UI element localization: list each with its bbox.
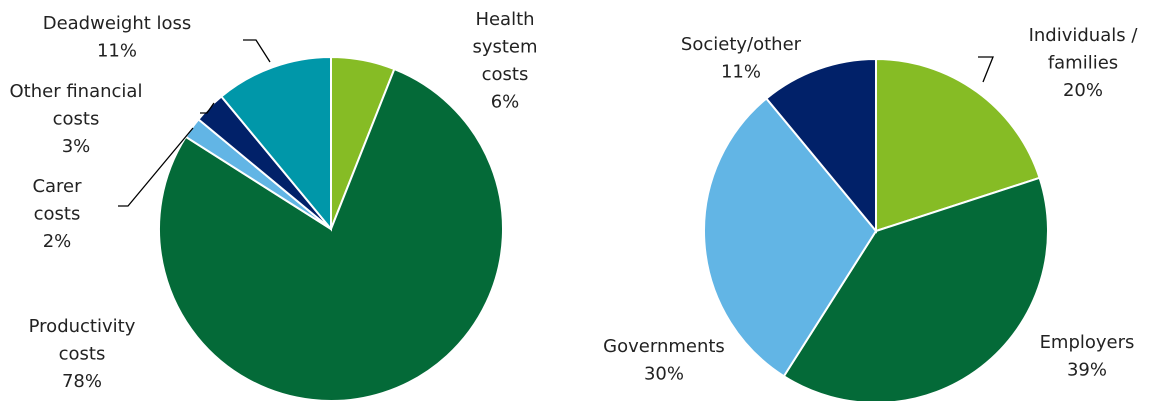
slice-label: costs [59,344,106,365]
pie-slice [875,57,1041,233]
slice-value-label: 78% [62,371,102,392]
pie-slice [764,57,877,234]
leader-line [118,127,194,207]
slice-label: Other financial [10,81,143,102]
slice-label: costs [34,204,81,225]
slice-value-label: 6% [491,92,520,113]
slice-label: Society/other [681,34,802,55]
leader-line [200,102,215,114]
slice-label: Employers [1040,332,1135,353]
slice-label: Health [475,9,534,30]
slice-value-label: 2% [43,231,72,252]
slice-label: Productivity [29,316,136,337]
pie-slice [158,67,504,401]
slice-label: Deadweight loss [43,13,192,34]
slice-value-label: 30% [644,364,684,385]
slice-value-label: 11% [97,41,137,62]
slice-label: system [472,37,537,58]
pie-slice [703,97,878,378]
slice-label: Carer [32,176,82,197]
slice-label: Individuals / [1029,25,1139,46]
slice-label: Governments [603,336,725,357]
slice-value-label: 11% [721,62,761,83]
leader-line [978,56,994,83]
slice-value-label: 20% [1063,80,1103,101]
leader-line [243,39,271,63]
slice-label: costs [482,64,529,85]
slice-label: costs [53,109,100,130]
slice-value-label: 3% [62,136,91,157]
pie-slice [782,176,1049,401]
slice-value-label: 39% [1067,360,1107,381]
pie-slice [219,55,332,232]
slice-label: families [1048,53,1118,74]
